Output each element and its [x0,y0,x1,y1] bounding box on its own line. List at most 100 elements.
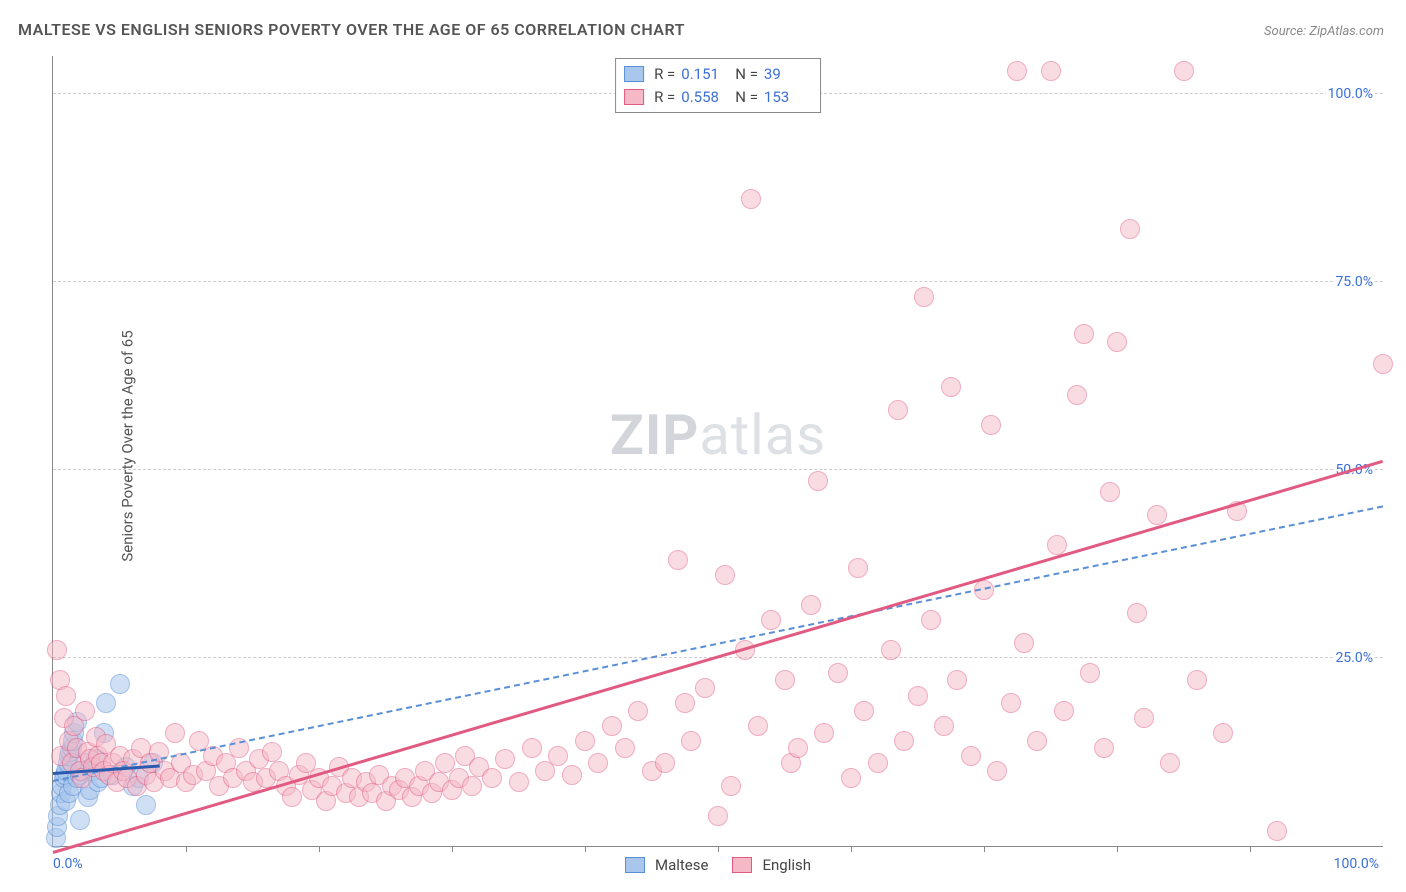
data-point [1027,731,1047,751]
stats-r-label: R = [654,86,675,109]
data-point [1373,354,1393,374]
data-point [808,471,828,491]
x-tick [1117,846,1118,852]
data-point [841,768,861,788]
correlation-stats-legend: R =0.151N =39R =0.558N =153 [615,58,821,113]
data-point [462,776,482,796]
data-point [715,565,735,585]
data-point [681,731,701,751]
data-point [136,795,156,815]
data-point [655,753,675,773]
data-point [1080,663,1100,683]
data-point [801,595,821,615]
legend-label: English [762,856,811,874]
data-point [575,731,595,751]
data-point [47,640,67,660]
data-point [775,670,795,690]
x-tick [1250,846,1251,852]
data-point [695,678,715,698]
data-point [981,415,1001,435]
data-point [1047,535,1067,555]
series-legend: Maltese English [625,856,811,874]
data-point [868,753,888,773]
chart-title: MALTESE VS ENGLISH SENIORS POVERTY OVER … [18,20,685,39]
data-point [75,701,95,721]
data-point [56,686,76,706]
data-point [1120,219,1140,239]
y-tick-label: 25.0% [1333,650,1375,666]
stats-r-value: 0.151 [681,63,729,86]
stats-r-label: R = [654,63,675,86]
data-point [602,716,622,736]
data-point [615,738,635,758]
x-tick [319,846,320,852]
data-point [262,742,282,762]
stats-row: R =0.558N =153 [624,86,812,109]
data-point [1094,738,1114,758]
data-point [941,377,961,397]
data-point [548,746,568,766]
legend-label: Maltese [655,856,708,874]
data-point [628,701,648,721]
gridline [53,469,1383,470]
data-point [934,716,954,736]
data-point [788,738,808,758]
data-point [1107,332,1127,352]
data-point [741,189,761,209]
data-point [675,693,695,713]
data-point [1041,61,1061,81]
trend-line [53,505,1383,782]
data-point [748,716,768,736]
watermark-rest: atlas [699,402,826,468]
data-point [1134,708,1154,728]
data-point [588,753,608,773]
watermark: ZIPatlas [610,402,826,468]
legend-item: English [732,856,811,874]
y-tick-label: 100.0% [1326,86,1375,102]
data-point [1127,603,1147,623]
stats-n-label: N = [735,86,758,109]
legend-swatch [624,66,644,82]
data-point [854,701,874,721]
x-tick [585,846,586,852]
data-point [814,723,834,743]
data-point [881,640,901,660]
legend-swatch [624,89,644,105]
data-point [947,670,967,690]
data-point [1067,385,1087,405]
data-point [70,810,90,830]
x-axis-min-label: 0.0% [53,856,83,872]
data-point [961,746,981,766]
x-tick [851,846,852,852]
data-point [165,723,185,743]
data-point [1001,693,1021,713]
data-point [888,400,908,420]
data-point [1100,482,1120,502]
legend-swatch [732,857,752,873]
y-tick-label: 75.0% [1333,274,1375,290]
data-point [282,787,302,807]
data-point [96,693,116,713]
data-point [921,610,941,630]
watermark-zip: ZIP [610,402,699,468]
data-point [110,674,130,694]
data-point [1160,753,1180,773]
data-point [1267,821,1287,841]
data-point [1174,61,1194,81]
data-point [1007,61,1027,81]
x-tick [452,846,453,852]
stats-n-value: 39 [764,63,812,86]
data-point [1054,701,1074,721]
data-point [828,663,848,683]
data-point [894,731,914,751]
data-point [1147,505,1167,525]
legend-swatch [625,857,645,873]
stats-row: R =0.151N =39 [624,63,812,86]
data-point [1187,670,1207,690]
stats-n-value: 153 [764,86,812,109]
data-point [668,550,688,570]
data-point [495,749,515,769]
data-point [721,776,741,796]
data-point [914,287,934,307]
data-point [908,686,928,706]
